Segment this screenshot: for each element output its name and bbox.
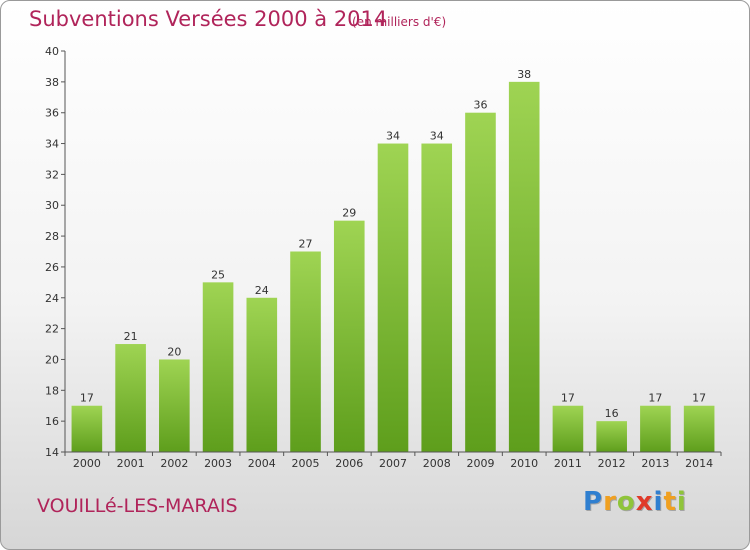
y-tick-label: 22 <box>45 323 59 336</box>
y-tick-label: 16 <box>45 415 59 428</box>
x-tick-label: 2014 <box>685 457 713 470</box>
bar-value-label: 36 <box>473 99 487 112</box>
bar <box>115 344 146 452</box>
y-tick-label: 40 <box>45 45 59 58</box>
logo-letter: P <box>583 487 604 517</box>
bar <box>333 220 365 452</box>
bar-value-label: 29 <box>342 207 356 220</box>
proxiti-logo: Proxiti <box>583 487 687 517</box>
y-tick-label: 26 <box>45 261 59 274</box>
logo-letter: r <box>603 487 617 517</box>
x-tick-label: 2010 <box>510 457 538 470</box>
bar <box>159 359 190 452</box>
bar <box>202 282 234 452</box>
x-tick-label: 2011 <box>554 457 582 470</box>
bar-value-label: 20 <box>167 345 181 358</box>
bar <box>683 405 715 452</box>
y-tick-label: 38 <box>45 76 59 89</box>
x-tick-label: 2012 <box>598 457 626 470</box>
bar <box>421 143 453 453</box>
bar-value-label: 17 <box>561 392 575 405</box>
logo-letter: o <box>616 487 636 517</box>
bar <box>552 405 584 452</box>
bar-value-label: 34 <box>386 130 400 143</box>
x-tick-label: 2006 <box>335 457 363 470</box>
x-tick-label: 2000 <box>73 457 101 470</box>
bar <box>508 81 540 452</box>
y-tick-label: 28 <box>45 230 59 243</box>
bar-value-label: 17 <box>692 392 706 405</box>
logo-letter: t <box>663 487 677 517</box>
x-tick-label: 2004 <box>248 457 276 470</box>
x-tick-label: 2003 <box>204 457 232 470</box>
y-tick-label: 20 <box>45 353 59 366</box>
x-tick-label: 2008 <box>423 457 451 470</box>
logo-letter: i <box>676 487 687 517</box>
bar <box>465 112 496 452</box>
x-tick-label: 2005 <box>292 457 320 470</box>
bar-value-label: 27 <box>299 238 313 251</box>
x-tick-label: 2001 <box>117 457 145 470</box>
bar-value-label: 38 <box>517 68 531 81</box>
y-tick-label: 36 <box>45 107 59 120</box>
bar-value-label: 25 <box>211 268 225 281</box>
bar <box>377 143 409 453</box>
x-tick-label: 2009 <box>466 457 494 470</box>
bar <box>246 297 278 452</box>
bar-value-label: 21 <box>124 330 138 343</box>
bar <box>640 405 671 452</box>
bar-value-label: 16 <box>605 407 619 420</box>
bar-value-label: 24 <box>255 284 269 297</box>
chart-title: Subventions Versées 2000 à 2014 <box>29 7 388 31</box>
y-tick-label: 24 <box>45 292 59 305</box>
bar-value-label: 17 <box>648 392 662 405</box>
y-tick-label: 14 <box>45 446 59 459</box>
y-tick-label: 34 <box>45 138 59 151</box>
bar-value-label: 34 <box>430 130 444 143</box>
chart-subtitle: (en milliers d'€) <box>352 15 447 29</box>
commune-name: VOUILLé-LES-MARAIS <box>37 495 238 517</box>
y-tick-label: 32 <box>45 168 59 181</box>
y-tick-label: 30 <box>45 199 59 212</box>
logo-letter: x <box>635 487 654 517</box>
y-tick-label: 18 <box>45 384 59 397</box>
logo-letter: i <box>653 487 664 517</box>
bar <box>290 251 321 452</box>
bar-value-label: 17 <box>80 392 94 405</box>
x-tick-label: 2013 <box>641 457 669 470</box>
bar <box>71 405 103 452</box>
x-tick-label: 2002 <box>160 457 188 470</box>
x-tick-label: 2007 <box>379 457 407 470</box>
bar <box>596 421 627 452</box>
